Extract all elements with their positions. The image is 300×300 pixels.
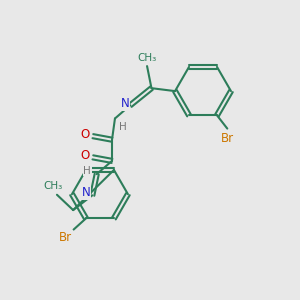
Text: H: H: [119, 122, 127, 132]
Text: N: N: [81, 186, 90, 199]
Text: O: O: [80, 149, 89, 162]
Text: O: O: [80, 128, 89, 141]
Text: N: N: [121, 97, 129, 110]
Text: CH₃: CH₃: [137, 53, 157, 63]
Text: Br: Br: [221, 131, 234, 145]
Text: CH₃: CH₃: [43, 181, 62, 191]
Text: Br: Br: [59, 231, 72, 244]
Text: H: H: [83, 166, 91, 176]
